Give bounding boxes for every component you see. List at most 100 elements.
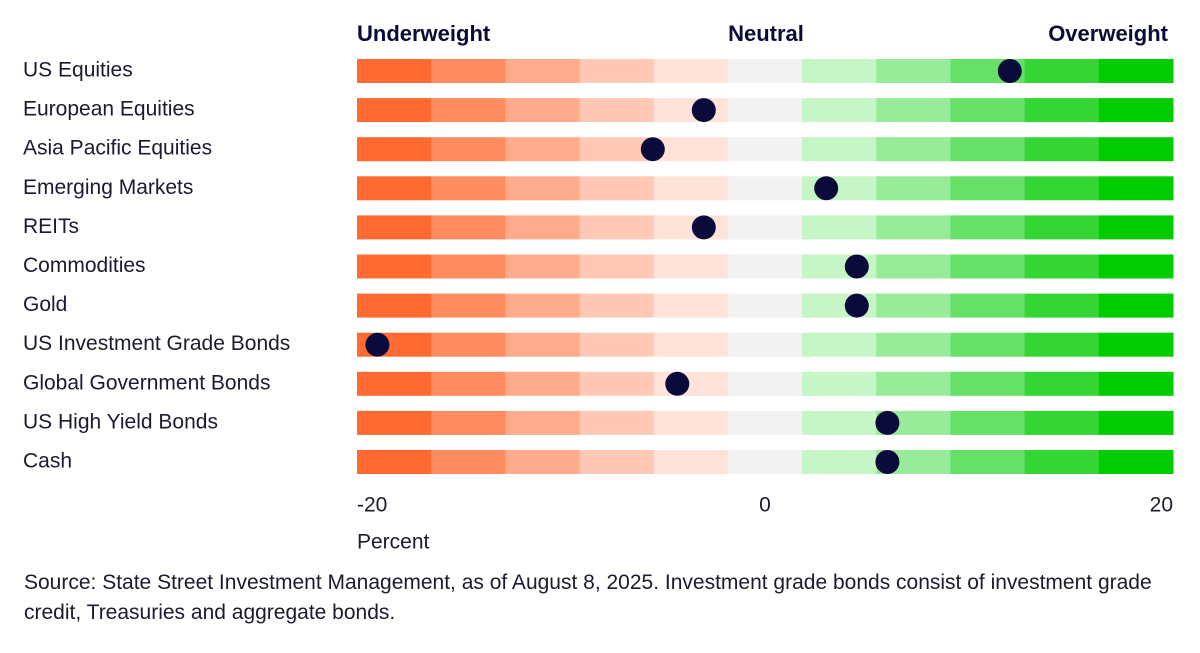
scale-band [876,176,951,201]
scale-band [950,137,1026,162]
scale-band [431,176,506,201]
category-label: US Equities [23,59,133,82]
scale-band [579,450,655,474]
scale-band [1024,410,1100,435]
category-label: REITs [23,215,79,238]
scale-band [505,215,581,240]
scale-band [579,371,655,396]
scale-band [950,215,1026,240]
scale-band [950,176,1026,201]
category-label: Global Government Bonds [23,371,270,394]
scale-band [950,332,1026,357]
scale-band [727,59,803,83]
scale-band [505,137,581,162]
header-label: Overweight [1048,21,1168,46]
scale-band [505,332,581,357]
category-label: US Investment Grade Bonds [23,332,290,355]
scale-band [876,98,951,123]
x-tick-label: 20 [1150,494,1173,517]
scale-band [727,410,803,435]
scale-band [802,215,877,240]
x-tick-label: 0 [759,494,771,517]
scale-band [579,254,655,279]
scale-band [1098,98,1174,123]
scale-band [950,410,1026,435]
scale-band [431,254,506,279]
scale-band [727,215,803,240]
scale-band [876,293,951,318]
scale-band [727,450,803,474]
scale-band [1024,293,1100,318]
scale-band [505,98,581,123]
scale-band [431,450,506,474]
scale-band [653,59,729,83]
source-note: Source: State Street Investment Manageme… [24,571,1152,624]
dot [997,59,1022,83]
scale-band [357,410,432,435]
scale-band [1024,254,1100,279]
scale-band [1098,254,1174,279]
dot [875,450,900,474]
scale-band [431,371,506,396]
category-label: US High Yield Bonds [23,410,218,433]
scale-band [1098,137,1174,162]
scale-band [579,332,655,357]
scale-band [653,371,729,396]
scale-band [876,59,951,83]
scale-band [579,293,655,318]
scale-band [727,98,803,123]
scale-band [431,137,506,162]
scale-band [357,137,432,162]
scale-band [505,176,581,201]
chart: Percent Underweight Neutral Overweight -20 0… [23,21,1174,554]
scale-band [1098,332,1174,357]
dot [691,98,716,123]
category-label: European Equities [23,98,195,121]
scale-band [431,98,506,123]
scale-band [357,59,432,83]
scale-band [653,410,729,435]
scale-band [1098,450,1174,474]
category-label: Gold [23,293,67,316]
scale-band [802,98,877,123]
scale-band [876,137,951,162]
scale-band [431,215,506,240]
category-label: Commodities [23,254,146,277]
scale-band [579,98,655,123]
scale-band [357,215,432,240]
category-label: Asia Pacific Equities [23,137,212,160]
scale-band [727,176,803,201]
scale-band [505,410,581,435]
dot [844,293,869,318]
scale-band [950,254,1026,279]
scale-band [431,293,506,318]
header-label: Underweight [357,21,491,46]
scale-band [357,254,432,279]
scale-band [876,371,951,396]
scale-band [876,332,951,357]
scale-band [579,59,655,83]
scale-band [950,371,1026,396]
scale-band [1024,371,1100,396]
scale-band [727,254,803,279]
scale-band [802,410,877,435]
dot [814,176,839,201]
scale-band [1024,59,1100,83]
x-tick-label: -20 [357,494,387,517]
scale-band [505,293,581,318]
dot [875,410,900,435]
scale-band [357,450,432,474]
scale-band [653,254,729,279]
scale-band [802,137,877,162]
scale-band [1098,410,1174,435]
scale-band [653,137,729,162]
scale-band [1098,293,1174,318]
scale-band [653,332,729,357]
dot [691,215,716,240]
scale-band [505,371,581,396]
scale-band [1098,215,1174,240]
scale-band [1024,98,1100,123]
scale-band [357,176,432,201]
scale-band [653,450,729,474]
